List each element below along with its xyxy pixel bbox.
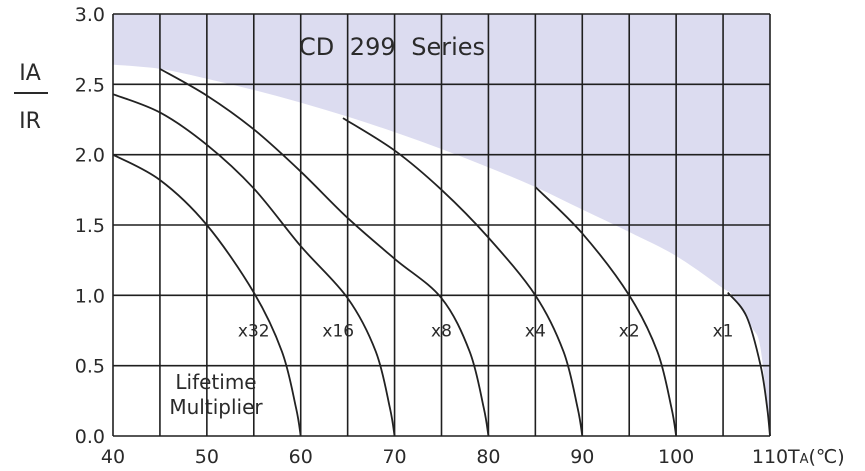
y-tick-2.5: 2.5 [75, 74, 105, 96]
x-tick-90: 90 [570, 446, 594, 468]
y-tick-labels: 0.0 0.5 1.0 1.5 2.0 2.5 3.0 [75, 4, 105, 448]
series-label-x1: x1 [713, 322, 734, 342]
x-tick-40: 40 [101, 446, 125, 468]
y-axis-label-denominator: IR [19, 109, 41, 134]
series-label-x2: x2 [619, 322, 640, 342]
x-axis-label: TA(℃) [787, 446, 845, 468]
safe-operating-region-shading [113, 14, 770, 436]
lifetime-multiplier-note-line2: Multiplier [169, 395, 263, 419]
y-tick-1.5: 1.5 [75, 215, 105, 237]
curve-x16 [112, 93, 396, 437]
series-label-x4: x4 [525, 322, 546, 342]
y-axis-label-numerator: IA [19, 61, 41, 86]
x-tick-labels: 40 50 60 70 80 90 100 110 [101, 446, 788, 468]
x-tick-100: 100 [658, 446, 694, 468]
x-axis-label-subscript: A [800, 452, 809, 467]
lifetime-multiplier-note-line1: Lifetime [175, 370, 256, 394]
y-tick-0.5: 0.5 [75, 356, 105, 378]
x-tick-70: 70 [382, 446, 406, 468]
series-label-x32: x32 [238, 322, 270, 342]
multiplier-labels: x32 x16 x8 x4 x2 x1 [238, 322, 734, 342]
y-tick-2.0: 2.0 [75, 145, 105, 167]
x-tick-60: 60 [289, 446, 313, 468]
chart-title: CD 299 Series [299, 33, 485, 61]
x-tick-50: 50 [195, 446, 219, 468]
curve-x32 [112, 153, 302, 437]
curve-x2 [534, 186, 678, 437]
x-tick-110: 110 [752, 446, 788, 468]
curve-x1 [727, 291, 771, 437]
horizontal-gridlines [113, 13, 770, 437]
series-label-x16: x16 [322, 322, 354, 342]
y-tick-3.0: 3.0 [75, 4, 105, 26]
series-label-x8: x8 [431, 322, 452, 342]
x-axis-label-unit: (℃) [809, 446, 845, 468]
y-tick-1.0: 1.0 [75, 285, 105, 307]
y-tick-0.0: 0.0 [75, 426, 105, 448]
curve-x8 [159, 68, 490, 437]
x-axis-label-main: T [787, 446, 800, 468]
curve-x4 [342, 117, 584, 437]
x-tick-80: 80 [476, 446, 500, 468]
multiplier-curves [112, 68, 771, 437]
